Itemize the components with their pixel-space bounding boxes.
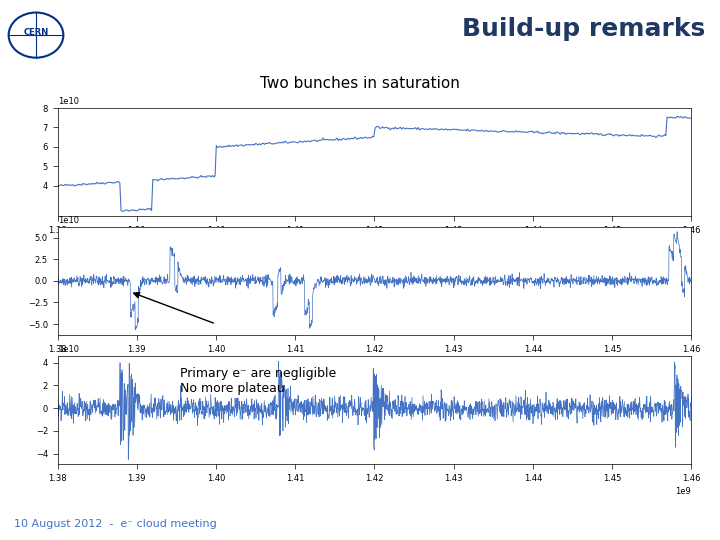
Text: CERN: CERN: [23, 28, 49, 37]
Text: 10 August 2012  -  e⁻ cloud meeting: 10 August 2012 - e⁻ cloud meeting: [14, 519, 217, 529]
Text: Build-up remarks: Build-up remarks: [462, 17, 706, 41]
Text: Primary e⁻ are negligible
No more plateau: Primary e⁻ are negligible No more platea…: [180, 367, 336, 395]
Text: Two bunches in saturation: Two bunches in saturation: [260, 76, 460, 91]
